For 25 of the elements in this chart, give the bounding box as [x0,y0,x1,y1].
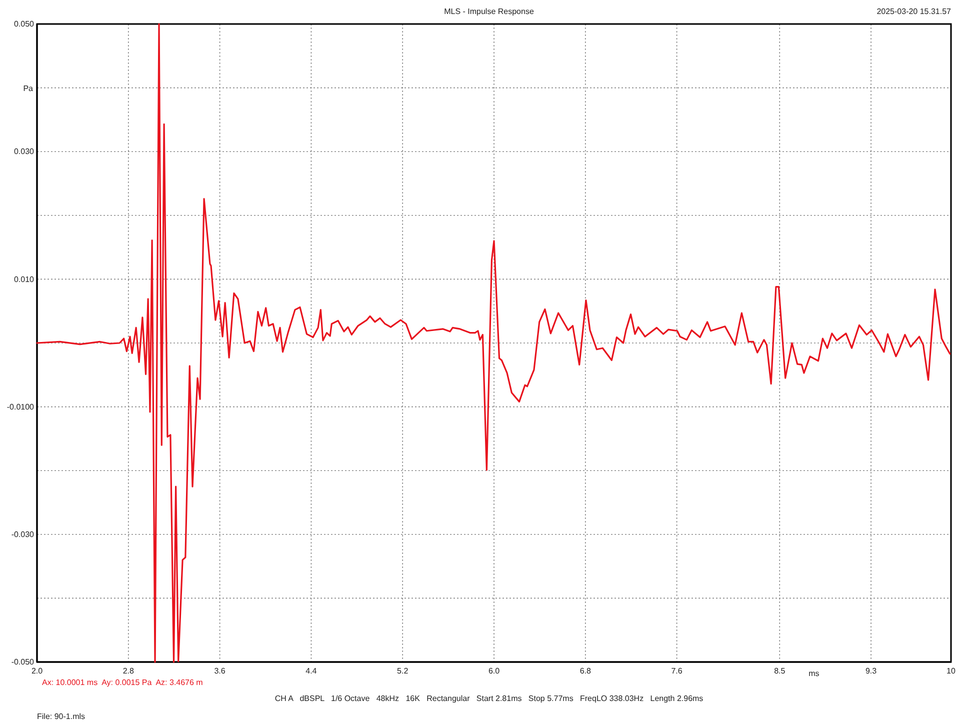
x-tick-label: 8.5 [774,666,786,676]
text: File: 90-1.mls [37,712,86,721]
y-tick-label: -0.030 [11,530,35,539]
text: 2025-03-20 15.31.57 [876,7,952,16]
y-tick-label: -0.050 [11,658,35,667]
y-tick-label: -0.0100 [6,402,35,412]
y-tick-label: 0.050 [14,20,35,29]
text: CH A dBSPL 1/6 Octave 48kHz 16K Rectangular Start 2.81ms Stop 5.77ms FreqLO 338.03Hz Length 2.96ms [274,694,704,703]
x-tick-label: 4.4 [306,666,318,676]
x-tick-label: 10 [946,666,956,676]
x-tick-label: 3.6 [214,666,226,676]
y-tick-label: 0.010 [14,274,35,284]
y-tick-label: 0.030 [14,147,35,156]
x-tick-label: 6.0 [488,666,500,676]
x-tick-label: 2.8 [122,666,135,676]
x-tick-label: 7.6 [671,666,683,676]
line-series [36,23,951,663]
x-tick-label: 9.3 [865,666,878,676]
x-axis-title: ms [808,669,820,678]
x-tick-label: 2.0 [31,666,44,676]
x-tick-label: 6.8 [580,666,592,676]
x-tick-label: 5.2 [397,666,409,676]
text: Ax: 10.0001 ms Ay: 0.0015 Pa Az: 3.4676 m [42,678,204,687]
y-axis-title: Pa [23,84,34,93]
chart-title: MLS - Impulse Response [444,7,534,16]
